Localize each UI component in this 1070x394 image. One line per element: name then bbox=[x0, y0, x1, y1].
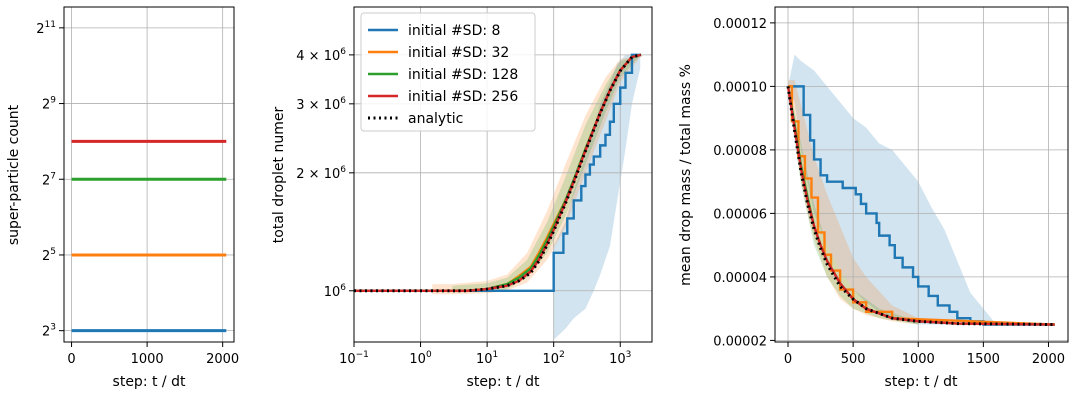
legend-label-analytic: analytic bbox=[408, 111, 463, 127]
x-tick-label: 0 bbox=[784, 352, 792, 367]
analytic-line bbox=[354, 53, 642, 293]
x-tick-label: 1000 bbox=[902, 352, 935, 367]
x-tick-label: 1000 bbox=[131, 352, 164, 367]
x-tick-label: 103 bbox=[609, 350, 631, 367]
x-tick-label: 500 bbox=[841, 352, 866, 367]
sd8-line bbox=[354, 53, 641, 292]
x-tick-label: 1500 bbox=[967, 352, 1000, 367]
x-tick-label: 100 bbox=[409, 350, 432, 367]
y-tick-label: 0.00012 bbox=[713, 17, 767, 32]
analytic-line bbox=[786, 86, 1055, 327]
sd8-band bbox=[553, 54, 641, 340]
y-tick-label: 4 × 106 bbox=[296, 47, 346, 64]
y-tick-label: 106 bbox=[324, 283, 347, 300]
sd8-line bbox=[788, 85, 1055, 326]
legend-label-sd256: initial #SD: 256 bbox=[408, 89, 518, 105]
y-tick-label: 0.00006 bbox=[713, 207, 767, 222]
y-axis-label: mean drop mass / total mass % bbox=[678, 64, 694, 286]
sd256-line bbox=[354, 53, 642, 292]
x-tick-label: 101 bbox=[476, 350, 498, 367]
legend-box bbox=[360, 12, 536, 132]
y-tick-label: 0.00004 bbox=[713, 271, 767, 286]
sd32-band bbox=[432, 54, 641, 295]
y-tick-label: 29 bbox=[42, 96, 56, 113]
y-tick-label: 3 × 106 bbox=[296, 96, 346, 113]
x-tick-label: 10−1 bbox=[339, 350, 369, 367]
y-tick-label: 25 bbox=[42, 247, 56, 264]
x-tick-label: 102 bbox=[543, 350, 565, 367]
x-tick-label: 0 bbox=[67, 352, 75, 367]
panel-mean-drop-mass: 0 500 1000 1500 2000 0.00002 0.00004 0.00006 0.… bbox=[678, 6, 1069, 390]
legend-label-sd8: initial #SD: 8 bbox=[408, 23, 500, 39]
x-axis-label: step: t / dt bbox=[113, 374, 186, 390]
sd8-band bbox=[788, 54, 997, 325]
x-axis-label: step: t / dt bbox=[885, 374, 958, 390]
y-tick-label: 0.00010 bbox=[713, 80, 767, 95]
sd128-band bbox=[788, 86, 919, 325]
y-tick-label: 0.00008 bbox=[713, 144, 767, 159]
y-tick-label: 0.00002 bbox=[713, 334, 767, 349]
sd128-band bbox=[452, 54, 641, 293]
y-tick-label: 27 bbox=[42, 171, 56, 188]
x-axis-label: step: t / dt bbox=[467, 374, 540, 390]
y-axis-label: super-particle count bbox=[6, 104, 22, 245]
x-tick-label: 2000 bbox=[1032, 352, 1065, 367]
y-axis-label: total droplet numer bbox=[271, 107, 287, 244]
panel-total-droplet-number: 10−1 100 101 102 103 106 2 × 106 3 × 106 4 × 10… bbox=[271, 6, 653, 390]
y-tick-label: 2 × 106 bbox=[296, 165, 346, 182]
y-tick-label: 211 bbox=[36, 20, 56, 37]
legend-label-sd32: initial #SD: 32 bbox=[408, 45, 509, 61]
x-tick-label: 2000 bbox=[206, 352, 239, 367]
panel-superparticle-count: 0 1000 2000 23 25 27 29 211 step: t / dt super… bbox=[6, 6, 239, 390]
legend-label-sd128: initial #SD: 128 bbox=[408, 67, 518, 83]
legend: initial #SD: 8 initial #SD: 32 initial #SD… bbox=[360, 12, 536, 132]
y-tick-label: 23 bbox=[42, 323, 56, 340]
